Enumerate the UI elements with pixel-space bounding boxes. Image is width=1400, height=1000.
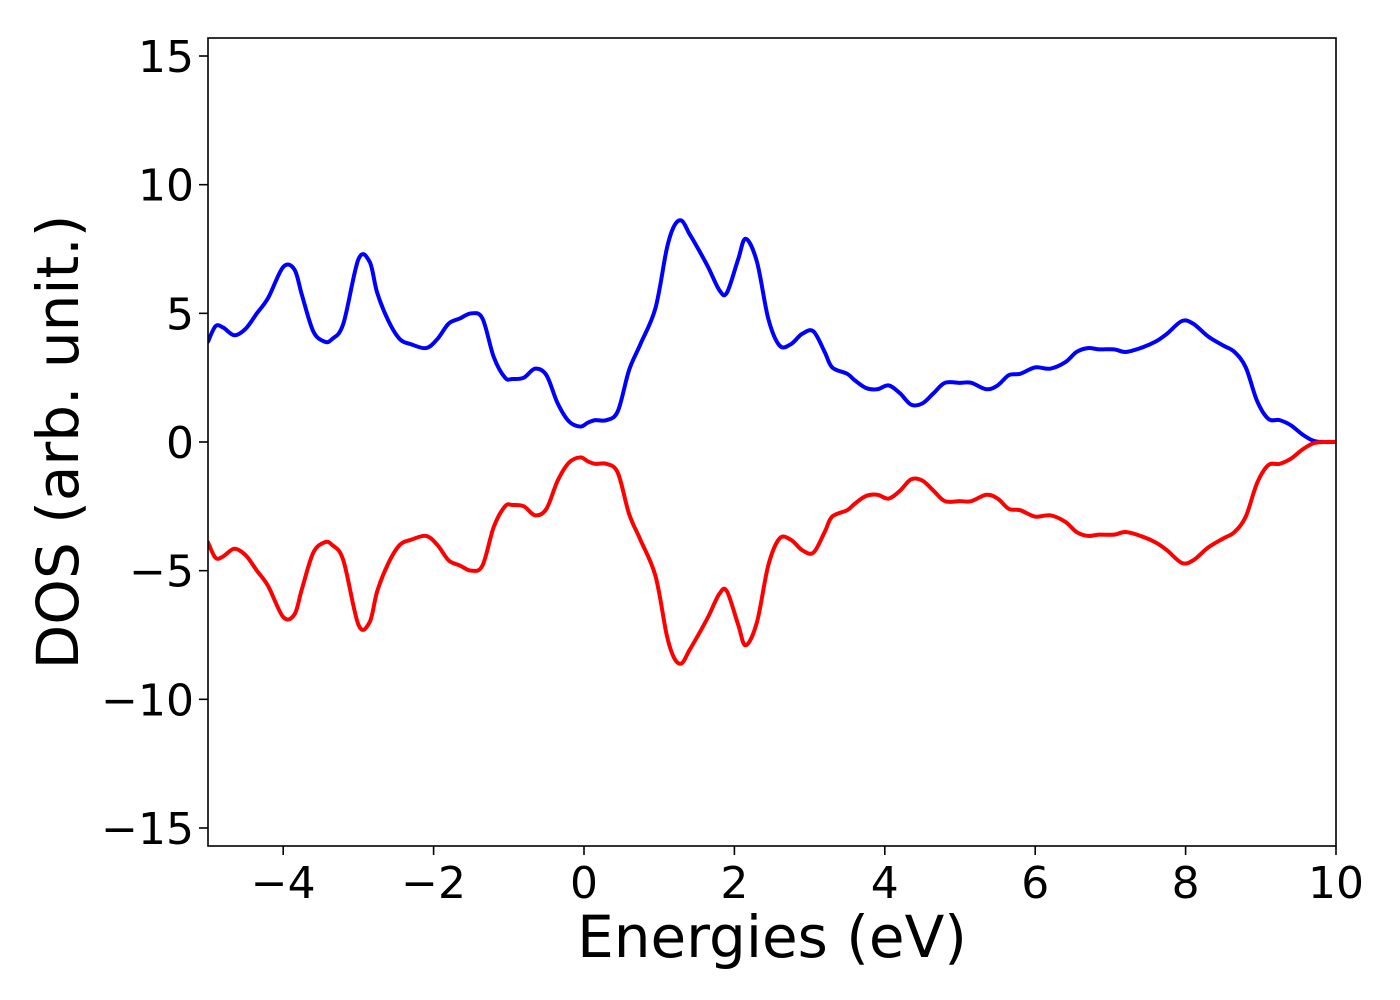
y-tick-label: −5 <box>129 547 194 598</box>
x-tick-label: 0 <box>570 858 598 909</box>
x-tick-label: −4 <box>251 858 316 909</box>
x-axis: −4 −2 0 2 4 6 8 10 <box>251 846 1364 909</box>
x-tick-label: 8 <box>1172 858 1200 909</box>
y-tick-label: −15 <box>101 804 194 855</box>
y-tick-label: 5 <box>166 289 194 340</box>
series-line-down <box>208 439 1336 666</box>
y-tick-label: 10 <box>138 161 194 212</box>
x-tick-label: 4 <box>871 858 899 909</box>
x-tick-label: 6 <box>1021 858 1049 909</box>
x-tick-label: −2 <box>401 858 466 909</box>
series-line-up <box>208 218 1336 445</box>
x-tick-label: 2 <box>720 858 748 909</box>
y-tick-label: 15 <box>138 32 194 83</box>
plot-frame <box>207 37 1337 847</box>
x-axis-label: Energies (eV) <box>577 903 967 971</box>
y-tick-label: −10 <box>101 675 194 726</box>
x-tick-label: 10 <box>1308 858 1364 909</box>
y-axis-label: DOS (arb. unit.) <box>24 215 92 670</box>
y-axis: −15 −10 −5 0 5 10 15 <box>101 32 208 855</box>
y-tick-label: 0 <box>166 418 194 469</box>
